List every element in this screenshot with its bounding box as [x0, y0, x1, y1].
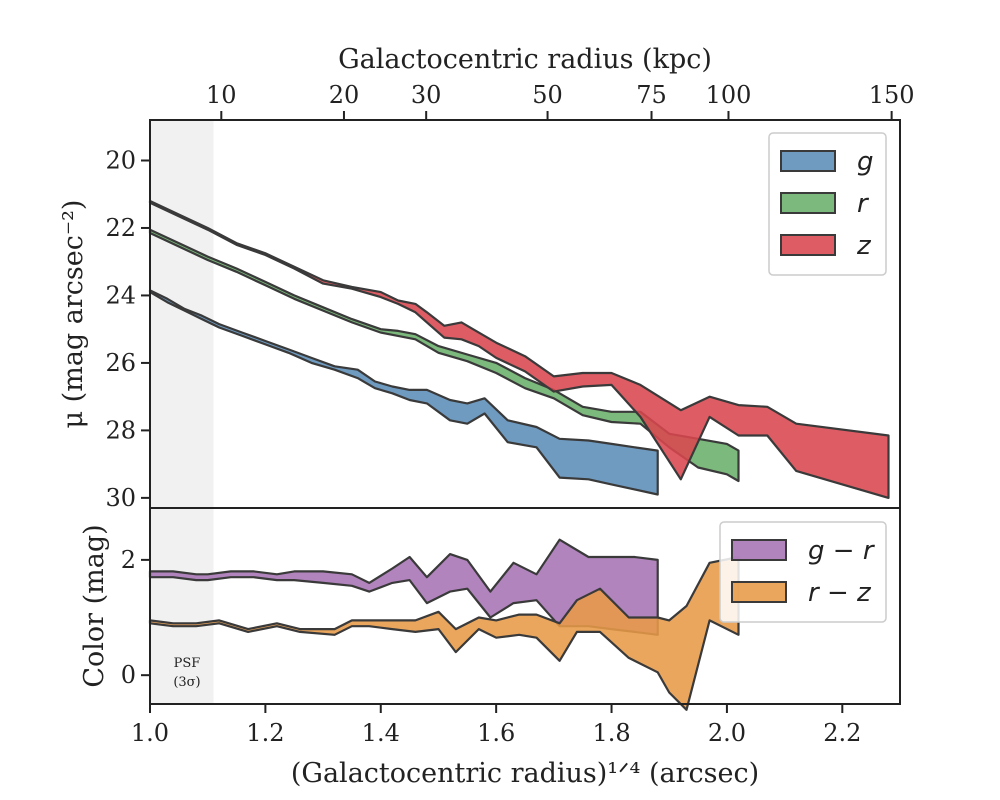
- top-x-axis-label: Galactocentric radius (kpc): [338, 44, 712, 75]
- y-tick-label: 22: [105, 214, 136, 242]
- legend-swatch: [780, 192, 836, 214]
- top-x-tick-label: 20: [329, 81, 360, 109]
- x-tick-label: 1.0: [131, 719, 169, 747]
- lower-y-axis-label: Color (mag): [79, 524, 110, 687]
- bottom-x-ticks: 1.0 1.2 1.4 1.6 1.8 2.0 2.2: [131, 704, 861, 747]
- top-x-tick-label: 10: [206, 81, 237, 109]
- legend-label: g − r: [808, 536, 876, 566]
- top-x-tick-label: 100: [706, 81, 752, 109]
- lower-plot-frame: [149, 507, 901, 705]
- x-tick-label: 2.0: [708, 719, 746, 747]
- y-tick-label: 24: [105, 281, 136, 309]
- lower-series-group: [148, 538, 740, 711]
- lower-psf-band: [150, 508, 214, 704]
- surface-brightness-panel: 20 22 24 26 28 30 10 20 30 50 75 100 150 Galactocen…: [58, 44, 915, 512]
- series-band-upper-2: [148, 199, 890, 499]
- upper-legend: grz: [768, 132, 887, 276]
- color-panel: 02 1.0 1.2 1.4 1.6 1.8 2.0 2.2 (Galactocentric…: [79, 507, 901, 789]
- upper-series-group: [148, 199, 890, 499]
- legend-swatch: [780, 150, 836, 172]
- top-x-tick-label: 50: [532, 81, 563, 109]
- lower-legend: g − r r − z: [719, 521, 887, 623]
- bottom-x-axis-label: (Galactocentric radius)¹ᐟ⁴ (arcsec): [291, 758, 759, 789]
- legend-swatch: [731, 539, 787, 561]
- series-band-lower-1: [148, 555, 740, 711]
- legend-label: z: [856, 231, 872, 261]
- legend-label: r: [857, 189, 870, 219]
- upper-y-ticks: 20 22 24 26 28 30: [105, 146, 150, 512]
- top-x-tick-label: 30: [411, 81, 442, 109]
- top-x-tick-label: 75: [636, 81, 667, 109]
- legend-label: r − z: [808, 578, 872, 608]
- upper-psf-band: [150, 120, 214, 508]
- legend-swatch: [780, 234, 836, 256]
- upper-y-axis-label: μ (mag arcsec⁻²): [58, 200, 89, 429]
- lower-y-ticks: 02: [121, 546, 150, 689]
- top-x-ticks: 10 20 30 50 75 100 150: [206, 81, 915, 120]
- x-tick-label: 2.2: [823, 719, 861, 747]
- y-tick-label: 2: [121, 546, 136, 574]
- x-tick-label: 1.6: [477, 719, 515, 747]
- y-tick-label: 20: [105, 146, 136, 174]
- y-tick-label: 0: [121, 661, 136, 689]
- series-band-upper-1: [148, 228, 740, 483]
- y-tick-label: 30: [105, 484, 136, 512]
- y-tick-label: 28: [105, 416, 136, 444]
- series-band-upper-0: [148, 289, 659, 496]
- legend-label: g: [857, 147, 874, 177]
- legend-swatch: [731, 581, 787, 603]
- psf-label-line2: (3σ): [173, 675, 200, 690]
- x-tick-label: 1.4: [362, 719, 400, 747]
- x-tick-label: 1.2: [246, 719, 284, 747]
- y-tick-label: 26: [105, 349, 136, 377]
- x-tick-label: 1.8: [592, 719, 630, 747]
- psf-label-line1: PSF: [174, 656, 201, 671]
- top-x-tick-label: 150: [869, 81, 915, 109]
